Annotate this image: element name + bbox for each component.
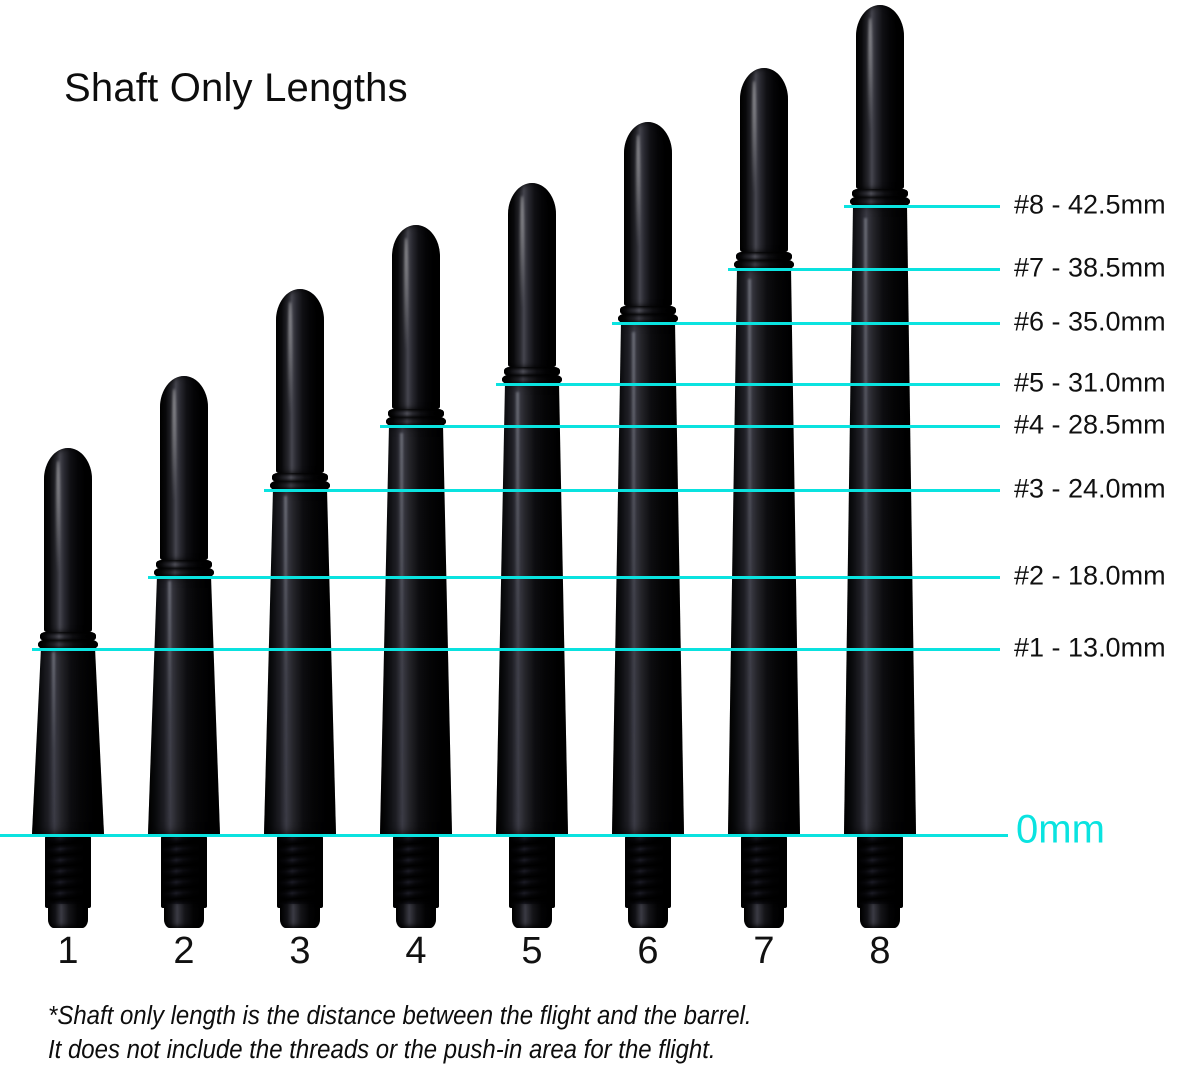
shaft-push-in-section — [740, 68, 788, 252]
guide-line-3 — [264, 489, 1000, 492]
shaft-threads — [509, 834, 555, 908]
dart-shaft-6 — [588, 0, 708, 1078]
shaft-collar-lower — [154, 568, 214, 577]
shaft-collar-lower — [270, 481, 330, 490]
shaft-collar-upper — [852, 189, 908, 198]
measurement-label-8: #8 - 42.5mm — [1014, 189, 1166, 220]
measurement-label-5: #5 - 31.0mm — [1014, 367, 1166, 398]
shaft-index-label-6: 6 — [637, 930, 659, 972]
shaft-collar-upper — [620, 306, 676, 315]
shaft-body — [380, 425, 452, 834]
shaft-push-in-section — [856, 5, 904, 189]
guide-line-6 — [612, 322, 1000, 325]
shaft-body — [148, 576, 220, 834]
shaft-threads — [625, 834, 671, 908]
guide-line-7 — [728, 268, 1000, 271]
guide-line-2 — [148, 576, 1000, 579]
dart-shaft-7 — [704, 0, 824, 1078]
shaft-thread-tip — [280, 904, 320, 928]
shaft-collar-lower — [850, 197, 910, 206]
shaft-index-label-3: 3 — [289, 930, 311, 972]
shaft-index-label-1: 1 — [57, 930, 79, 972]
measurement-label-4: #4 - 28.5mm — [1014, 409, 1166, 440]
shaft-push-in-section — [392, 225, 440, 409]
shaft-index-label-4: 4 — [405, 930, 427, 972]
dart-shaft-1 — [8, 0, 128, 1078]
baseline-0mm — [0, 834, 1008, 837]
dart-shaft-2 — [124, 0, 244, 1078]
shaft-thread-tip — [48, 904, 88, 928]
shaft-thread-tip — [396, 904, 436, 928]
guide-line-1 — [32, 648, 1000, 651]
shaft-push-in-section — [276, 289, 324, 473]
shaft-thread-tip — [744, 904, 784, 928]
footnote: *Shaft only length is the distance betwe… — [48, 1000, 752, 1068]
shaft-collar-upper — [40, 632, 96, 641]
shaft-threads — [857, 834, 903, 908]
shaft-threads — [741, 834, 787, 908]
shaft-body — [728, 268, 800, 834]
measurement-label-2: #2 - 18.0mm — [1014, 560, 1166, 591]
shaft-collar-lower — [618, 314, 678, 323]
shaft-index-label-5: 5 — [521, 930, 543, 972]
shaft-collar-upper — [156, 560, 212, 569]
shaft-body — [32, 648, 104, 834]
shaft-body — [496, 383, 568, 834]
shaft-collar-upper — [504, 367, 560, 376]
shaft-push-in-section — [624, 122, 672, 306]
shaft-index-label-2: 2 — [173, 930, 195, 972]
shaft-push-in-section — [508, 183, 556, 367]
shaft-threads — [277, 834, 323, 908]
shaft-collar-upper — [272, 473, 328, 482]
footnote-line-2: It does not include the threads or the p… — [48, 1035, 716, 1064]
shaft-thread-tip — [164, 904, 204, 928]
measurement-label-3: #3 - 24.0mm — [1014, 473, 1166, 504]
guide-line-4 — [380, 425, 1000, 428]
shaft-index-label-7: 7 — [753, 930, 775, 972]
shaft-threads — [161, 834, 207, 908]
shaft-push-in-section — [160, 376, 208, 560]
shaft-collar-lower — [386, 417, 446, 426]
dart-shaft-5 — [472, 0, 592, 1078]
shaft-thread-tip — [628, 904, 668, 928]
shaft-thread-tip — [860, 904, 900, 928]
measurement-label-7: #7 - 38.5mm — [1014, 252, 1166, 283]
shaft-collar-lower — [38, 640, 98, 649]
measurement-label-1: #1 - 13.0mm — [1014, 632, 1166, 663]
shaft-collar-upper — [388, 409, 444, 418]
shaft-threads — [393, 834, 439, 908]
shaft-body — [844, 205, 916, 834]
shaft-collar-upper — [736, 252, 792, 261]
shaft-body — [264, 489, 336, 834]
page-title: Shaft Only Lengths — [64, 66, 408, 110]
baseline-label: 0mm — [1016, 807, 1105, 852]
dart-shaft-4 — [356, 0, 476, 1078]
shaft-collar-lower — [502, 375, 562, 384]
shaft-push-in-section — [44, 448, 92, 632]
guide-line-5 — [496, 383, 1000, 386]
dart-shaft-3 — [240, 0, 360, 1078]
shaft-collar-lower — [734, 260, 794, 269]
shaft-thread-tip — [512, 904, 552, 928]
guide-line-8 — [844, 205, 1000, 208]
measurement-label-6: #6 - 35.0mm — [1014, 306, 1166, 337]
shaft-index-label-8: 8 — [869, 930, 891, 972]
footnote-line-1: *Shaft only length is the distance betwe… — [48, 1002, 752, 1030]
shaft-threads — [45, 834, 91, 908]
dart-shaft-8 — [820, 0, 940, 1078]
